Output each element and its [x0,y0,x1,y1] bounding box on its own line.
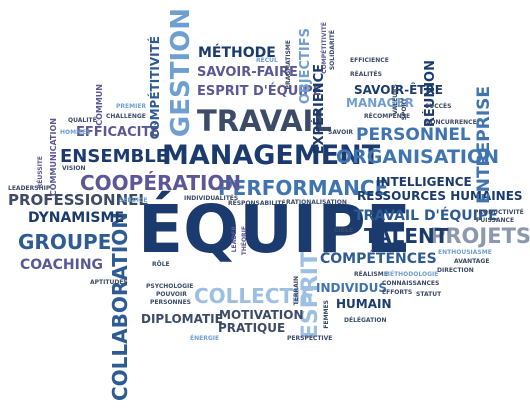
word-psychologie: PSYCHOLOGIE [146,283,194,290]
word-connaissances: CONNAISSANCES [382,280,440,287]
word-service: SERVICE [119,197,148,204]
word-reussite: RÉUSSITE [37,156,44,189]
word-esprit: ESPRIT [298,252,323,340]
word-productivite: PRODUCTIVITÉ [474,209,524,216]
word-dynamisme: DYNAMISME [28,210,125,226]
word-organisation: ORGANISATION [336,146,500,168]
word-talent: TALENT [364,224,449,248]
word-rationalisation: RATIONALISATION [286,199,347,206]
word-diplomatie: DIPLOMATIE [141,312,223,326]
word-succes: SUCCÈS [425,103,452,110]
word-realites: RÉALITÉS [350,71,382,78]
word-experience: EXPÉRIENCE [312,64,327,155]
word-gestion: GESTION [166,8,196,138]
word-femmes: FEMMES [323,300,330,329]
word-recul: RECUL [256,57,278,64]
word-perspective: PERSPECTIVE [287,335,333,342]
word-individus: INDIVIDUS [316,281,388,295]
word-statut: STATUT [416,291,442,298]
word-communication: COMMUNICATION [49,118,58,197]
word-solidarite: SOLIDARITÉ [329,30,336,71]
word-theorie: THÉORIE [241,226,248,256]
word-leadership: LEADERSHIP [8,185,51,192]
word-aptitudes: APTITUDES [90,279,128,286]
word-personnel: PERSONNEL [356,125,471,145]
word-puissance: PUISSANCE [476,217,515,224]
word-travail: TRAVAIL [197,104,332,138]
word-recompense: RÉCOMPENSE [364,113,411,120]
word-coaching: COACHING [20,257,104,273]
word-collaboration: COLLABORATION [108,212,132,402]
word-reunion: RÉUNION [423,60,438,128]
word-entreprise: ENTREPRISE [474,86,494,204]
word-personnes: PERSONNES [150,299,192,306]
word-leader: LEADER [231,226,238,253]
word-collectif: COLLECTIF [194,284,315,308]
word-vision: VISION [62,165,86,172]
word-manager: MANAGER [346,96,414,110]
word-pragmatisme: PRAGMATISME [285,40,292,90]
word-direction: DIRECTION [437,267,474,274]
word-pouvoir: POUVOIR [156,291,187,298]
word-cible: CIBLE [334,227,354,234]
word-ressources-humaines: RESSOURCES HUMAINES [357,189,523,203]
word-realisme: RÉALISME [354,271,388,278]
word-terrain: TERRAIN [293,276,300,306]
word-efficacite: EFFICACITÉ [76,125,160,140]
word-cooperation: COOPÉRATION [80,171,242,195]
word-sport: SPORT [401,98,408,121]
word-objectifs: OBJECTIFS [298,28,313,105]
word-humain: HUMAIN [336,297,392,311]
word-commun: COMMUN [95,84,104,126]
word-competitivite: COMPÉTITIVITÉ [148,36,162,140]
word-avantage: AVANTAGE [454,258,490,265]
word-valeurs: VALEURS [392,84,399,115]
word-travail-d-equipe: TRAVAIL D'ÉQUIPE [354,208,498,224]
word-savoir-faire: SAVOIR-FAIRE [197,65,298,80]
word-hommes: HOMMES [60,129,91,136]
word-ensemble: ENSEMBLE [60,146,169,167]
word-efficience: EFFICIENCE [350,57,389,64]
word-individualites: INDIVIDUALITÉS [184,195,239,202]
word-intelligence: INTELLIGENCE [376,175,472,189]
word-challenge: CHALLENGE [106,113,146,120]
word-delegation: DÉLÉGATION [344,317,387,324]
word-concurrence: CONCURRENCE [426,119,477,126]
word-methode: MÉTHODE [198,45,276,61]
word-premier: PREMIER [116,103,147,110]
word-energie: ÉNERGIE [190,335,220,342]
word-pratique: PRATIQUE [218,321,286,335]
word-savoir-etre: SAVOIR-ÊTRE [354,83,443,97]
word-projets: PROJETS [430,224,530,248]
word-motivation: MOTIVATION [219,308,304,322]
word-qualite: QUALITÉ [68,117,97,124]
word-role: RÔLE [152,261,170,268]
word-competitivite-small: COMPÉTITIVITÉ [321,22,328,74]
word-equipe: ÉQUIPE [138,191,411,268]
word-esprit-d-equipe: ESPRIT D'ÉQUIPE [197,84,322,99]
word-performance: PERFORMANCE [218,176,389,200]
word-competences: COMPÉTENCES [320,251,437,267]
word-methodologie: MÉTHODOLOGIE [384,271,439,278]
word-professionnel: PROFESSIONNEL [8,191,148,209]
word-groupe: GROUPE [18,230,112,254]
word-management: MANAGEMENT [162,140,381,171]
word-savoir: SAVOIR [328,129,354,136]
word-enthousiasme: ENTHOUSIASME [438,249,492,256]
word-responsabilite: RESPONSABILITÉ [228,200,286,207]
word-efforts: EFFORTS [382,289,413,296]
